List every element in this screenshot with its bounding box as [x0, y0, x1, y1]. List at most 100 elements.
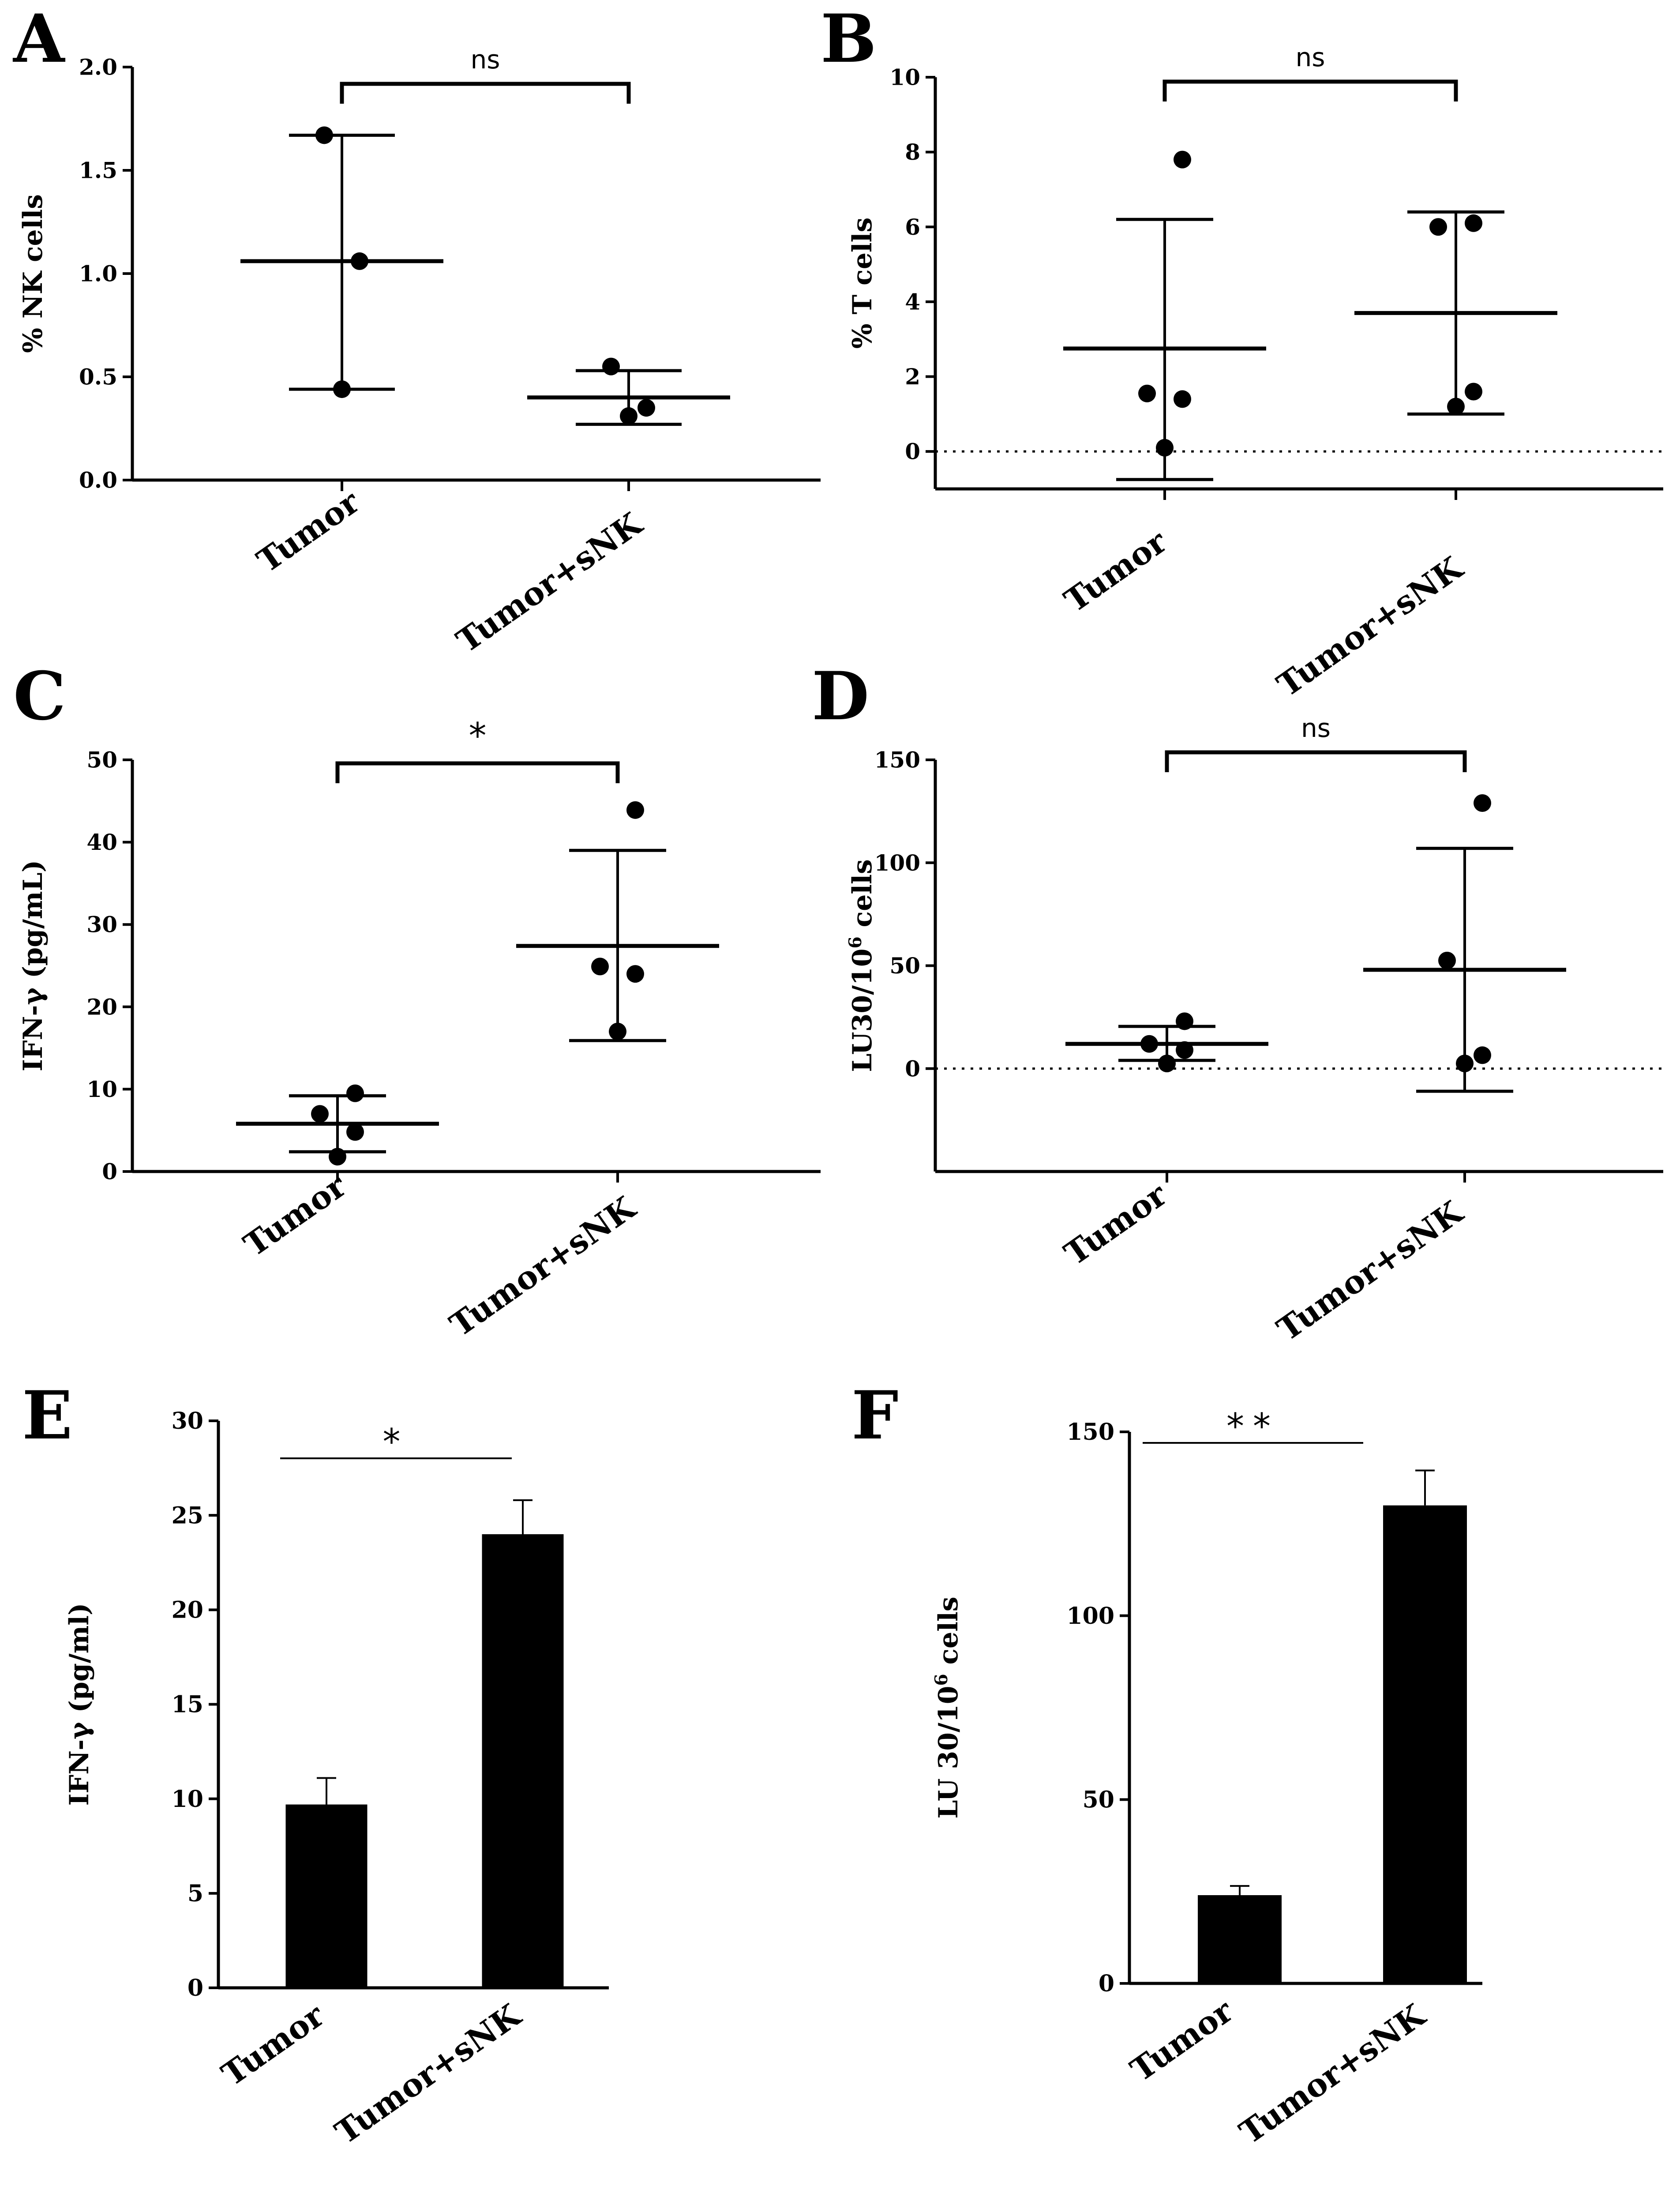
data-point — [1429, 218, 1447, 236]
y-tick-label: 5 — [188, 1880, 203, 1907]
data-point — [1474, 1046, 1491, 1064]
bar — [285, 1804, 368, 1988]
y-axis-label: IFN-γ (pg/ml) — [64, 1603, 95, 1806]
data-point — [1140, 1035, 1158, 1053]
y-tick-label: 100 — [1066, 1603, 1114, 1630]
data-point — [1465, 214, 1482, 232]
data-point — [311, 1105, 329, 1123]
x-category-label: Tumor — [250, 483, 367, 580]
x-category-label: Tumor+sNK — [450, 504, 649, 660]
y-tick-label: 0 — [188, 1975, 203, 2001]
y-tick-label: 50 — [1083, 1787, 1114, 1814]
significance-label: ns — [471, 45, 500, 75]
y-tick-label: 50 — [889, 953, 920, 979]
data-point — [1176, 1041, 1193, 1059]
data-point — [1176, 1012, 1193, 1030]
significance-bracket — [340, 82, 631, 104]
data-point — [346, 1123, 364, 1141]
x-category-label: Tumor+sNK — [443, 1188, 643, 1344]
y-tick-label: 1.5 — [79, 158, 117, 184]
y-tick-label: 30 — [172, 1408, 203, 1434]
data-point — [626, 801, 644, 819]
bar — [482, 1534, 564, 1988]
y-axis-label: % T cells — [847, 218, 878, 349]
panel-c: C 0 10 20 30 40 50 IFN-γ (pg/mL) Tumor Tumor+sNK * — [13, 657, 821, 1344]
y-tick-label: 30 — [86, 912, 117, 938]
panel-letter: A — [12, 0, 66, 78]
y-axis-label: LU 30/106 cells — [931, 1596, 964, 1818]
y-tick-label: 10 — [172, 1786, 203, 1813]
x-category-label: Tumor — [1058, 522, 1174, 620]
significance-label: * — [469, 715, 487, 756]
x-category-label: Tumor+sNK — [328, 1996, 528, 2151]
y-tick-label: 20 — [172, 1597, 203, 1624]
y-tick-label: 0.0 — [79, 467, 117, 493]
bar — [1383, 1505, 1467, 1983]
y-tick-label: 0 — [905, 1055, 920, 1081]
panel-e: E 0 5 10 15 20 25 30 IFN-γ (pg/ml) TumorTumor+sNK… — [22, 1377, 609, 2151]
y-tick-label: 25 — [172, 1502, 203, 1529]
y-axis-label: IFN-γ (pg/mL) — [18, 860, 49, 1071]
panel-a: A 0.0 0.5 1.0 1.5 2.0 % NK cells Tumor Tumor+sNK… — [12, 0, 821, 660]
y-tick-label: 4 — [905, 289, 920, 315]
data-point — [1447, 398, 1465, 416]
data-point — [1174, 390, 1191, 408]
y-tick-label: 15 — [172, 1691, 203, 1718]
y-tick-label: 150 — [874, 747, 920, 773]
y-tick-label: 2 — [905, 364, 920, 390]
data-point — [315, 126, 333, 144]
data-point — [626, 965, 644, 983]
significance-bracket — [335, 761, 620, 783]
y-tick-label: 10 — [86, 1076, 117, 1102]
y-tick-label: 10 — [889, 64, 920, 90]
y-tick-label: 0.5 — [79, 364, 117, 390]
y-axis-label: LU30/106 cells — [845, 859, 878, 1072]
data-point — [1138, 384, 1156, 402]
y-tick-label: 2.0 — [79, 54, 117, 80]
panel-letter: D — [812, 657, 869, 735]
panel-d: D 0 50 100 150 LU30/106 cells Tumor Tumor+sNK ns — [812, 657, 1663, 1348]
data-point — [346, 1084, 364, 1102]
data-point — [620, 407, 638, 425]
data-point — [1158, 1055, 1176, 1073]
x-category-label: Tumor — [215, 1996, 331, 2093]
x-category-label: Tumor+sNK — [1233, 1996, 1432, 2151]
data-point — [351, 252, 368, 270]
x-category-label: Tumor — [1124, 1992, 1240, 2089]
y-tick-label: 0 — [1099, 1970, 1114, 1997]
y-tick-label: 100 — [874, 850, 920, 876]
data-point — [1174, 150, 1191, 169]
x-category-label: Tumor — [1058, 1175, 1174, 1273]
bar — [1198, 1895, 1282, 1983]
panel-letter: E — [22, 1377, 72, 1454]
x-category-label: Tumor — [237, 1167, 353, 1264]
panel-letter: B — [821, 0, 877, 78]
y-axis-label: % NK cells — [18, 194, 49, 353]
significance-label: * — [383, 1421, 409, 1462]
significance-bracket — [1162, 79, 1458, 101]
y-tick-label: 0 — [905, 439, 920, 465]
y-tick-label: 50 — [86, 747, 117, 773]
y-tick-label: 8 — [905, 139, 920, 165]
x-category-label: Tumor+sNK — [1270, 548, 1470, 704]
data-point — [1156, 439, 1174, 457]
data-point — [1474, 794, 1491, 812]
data-point — [1465, 383, 1482, 401]
data-point — [609, 1022, 626, 1040]
y-tick-label: 40 — [86, 829, 117, 855]
y-tick-label: 6 — [905, 214, 920, 240]
data-point — [602, 357, 620, 376]
significance-label: ns — [1296, 42, 1325, 72]
data-point — [638, 399, 655, 417]
y-tick-label: 0 — [102, 1159, 117, 1185]
panel-b: B 0 2 4 6 8 10 % T cells Tumor Tumor+sNK ns — [821, 0, 1663, 704]
y-tick-label: 20 — [86, 994, 117, 1020]
panel-letter: F — [851, 1377, 899, 1454]
data-point — [591, 958, 609, 976]
y-tick-label: 150 — [1066, 1419, 1114, 1446]
data-point — [329, 1148, 346, 1166]
significance-bracket — [1165, 750, 1467, 772]
significance-label: ns — [1301, 713, 1331, 743]
